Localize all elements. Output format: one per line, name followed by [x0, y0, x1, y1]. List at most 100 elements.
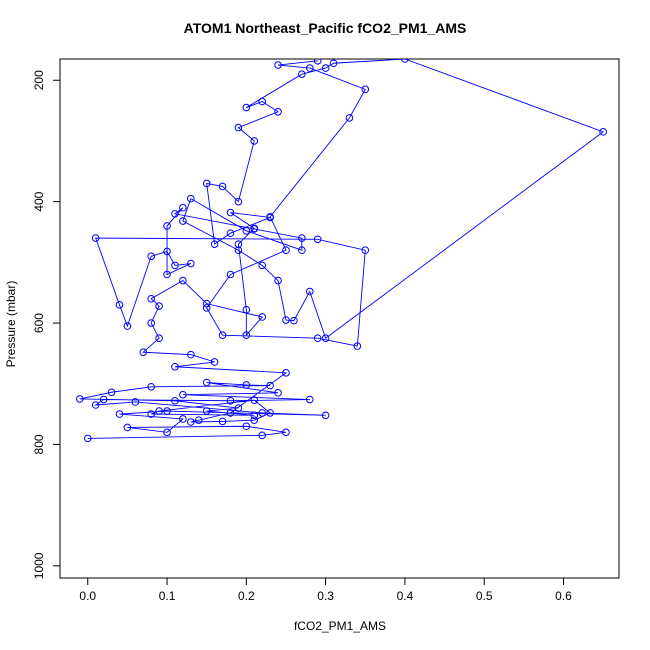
data-point	[155, 334, 163, 343]
data-point	[163, 407, 171, 415]
data-point	[282, 316, 290, 324]
data-point	[401, 59, 409, 63]
data-point	[242, 422, 251, 431]
data-point	[266, 381, 274, 390]
data-point	[242, 305, 251, 314]
data-point	[274, 108, 282, 116]
data-point	[163, 222, 171, 230]
data-point	[250, 411, 259, 420]
data-point	[234, 123, 243, 132]
data-point	[242, 226, 251, 235]
data-point	[242, 331, 251, 339]
plot-frame	[59, 58, 620, 579]
series-line	[79, 59, 605, 439]
data-point	[258, 261, 266, 270]
data-point	[274, 389, 282, 397]
data-point	[99, 395, 108, 404]
data-point	[226, 229, 235, 238]
data-point	[234, 240, 243, 248]
data-point	[179, 415, 187, 423]
data-point	[131, 398, 140, 406]
data-point	[123, 423, 132, 432]
data-point	[266, 409, 274, 417]
data-point	[258, 313, 266, 321]
data-point	[91, 234, 100, 242]
data-point	[305, 287, 314, 296]
data-point	[298, 70, 306, 78]
data-point	[282, 369, 290, 377]
data-point	[202, 378, 211, 387]
data-point	[226, 396, 235, 405]
data-point	[187, 418, 195, 426]
data-point	[274, 61, 282, 69]
data-series	[76, 59, 607, 443]
chart-title: ATOM1 Northeast_Pacific fCO2_PM1_AMS	[183, 20, 467, 36]
x-tick-label: 0.2	[238, 589, 255, 603]
data-point	[187, 350, 195, 359]
data-point	[155, 302, 163, 310]
x-tick-label: 0.3	[317, 589, 334, 603]
y-tick-label: 1000	[32, 552, 46, 579]
y-tick-label: 400	[32, 191, 46, 211]
y-tick-label: 800	[32, 434, 46, 454]
x-tick-label: 0.5	[476, 589, 493, 603]
data-point	[313, 235, 322, 244]
x-tick-label: 0.1	[159, 589, 176, 603]
data-point	[226, 270, 235, 279]
y-tick-label: 600	[32, 313, 46, 333]
data-point	[258, 409, 266, 417]
data-point	[226, 208, 235, 217]
data-point	[250, 416, 259, 424]
data-point	[361, 246, 370, 255]
data-point	[242, 381, 251, 389]
data-point	[171, 396, 179, 405]
data-point	[258, 97, 266, 106]
data-point	[163, 270, 171, 279]
data-point	[321, 411, 330, 420]
data-point	[107, 388, 116, 397]
data-point	[345, 114, 354, 122]
data-point	[361, 85, 370, 94]
data-point	[313, 334, 322, 343]
data-point	[147, 252, 155, 261]
y-tick-label: 200	[32, 70, 46, 90]
data-point	[210, 240, 219, 248]
data-point	[353, 342, 362, 350]
data-point	[258, 431, 266, 440]
data-point	[179, 217, 187, 225]
data-point	[115, 410, 124, 418]
data-point	[202, 299, 211, 308]
data-point	[115, 301, 124, 309]
data-point	[305, 395, 314, 404]
data-point	[194, 416, 203, 424]
data-point	[171, 209, 179, 218]
data-point	[218, 331, 227, 339]
data-point	[171, 261, 179, 270]
data-point	[179, 276, 187, 285]
data-point	[218, 182, 227, 191]
data-point	[179, 203, 187, 212]
data-point	[83, 434, 92, 443]
data-point	[250, 137, 259, 145]
data-point	[163, 247, 171, 256]
data-point	[250, 225, 259, 233]
data-point	[305, 64, 314, 72]
data-point	[290, 316, 298, 325]
data-point	[91, 401, 100, 409]
data-point	[282, 246, 290, 255]
data-point	[250, 396, 259, 404]
data-point	[329, 59, 338, 68]
data-point	[298, 246, 306, 255]
data-point	[266, 213, 274, 221]
data-point	[147, 410, 155, 418]
data-point	[187, 194, 195, 203]
data-point	[321, 334, 330, 343]
data-point	[147, 319, 155, 327]
data-point	[234, 197, 243, 206]
data-point	[147, 382, 155, 391]
data-point	[171, 362, 179, 371]
data-point	[242, 103, 251, 112]
data-point	[282, 428, 290, 437]
